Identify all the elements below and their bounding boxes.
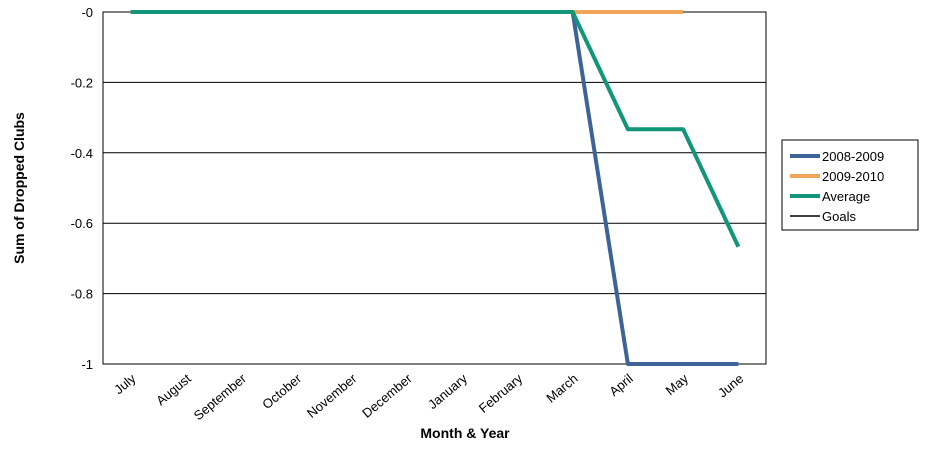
series-line	[130, 10, 739, 366]
x-tick-label: November	[304, 370, 360, 420]
legend-label: Goals	[822, 209, 856, 224]
x-tick-label: August	[153, 371, 194, 409]
y-tick-label: -0.4	[71, 146, 93, 161]
y-axis-title: Sum of Dropped Clubs	[11, 112, 27, 264]
legend-label: 2008-2009	[822, 149, 884, 164]
x-tick-label: January	[425, 370, 470, 412]
x-tick-label: April	[606, 371, 636, 399]
plot-border	[102, 11, 767, 365]
x-tick-label: March	[543, 371, 580, 406]
x-tick-label: May	[663, 370, 692, 398]
x-tick-label: June	[715, 371, 746, 401]
y-tick-label: -0.2	[71, 75, 93, 90]
y-tick-label: -1	[81, 357, 93, 372]
legend-box	[781, 139, 919, 231]
x-tick-label: February	[476, 370, 526, 415]
y-tick-label: -0	[81, 5, 93, 20]
x-tick-label: July	[111, 370, 139, 397]
series-line	[130, 10, 741, 248]
legend-label: Average	[822, 189, 870, 204]
x-axis-title: Month & Year	[420, 425, 510, 441]
y-tick-label: -0.8	[71, 287, 93, 302]
x-tick-label: December	[359, 370, 415, 420]
legend-label: 2009-2010	[822, 169, 884, 184]
y-tick-label: -0.6	[71, 216, 93, 231]
x-tick-label: October	[259, 370, 305, 412]
x-tick-label: September	[191, 370, 250, 423]
